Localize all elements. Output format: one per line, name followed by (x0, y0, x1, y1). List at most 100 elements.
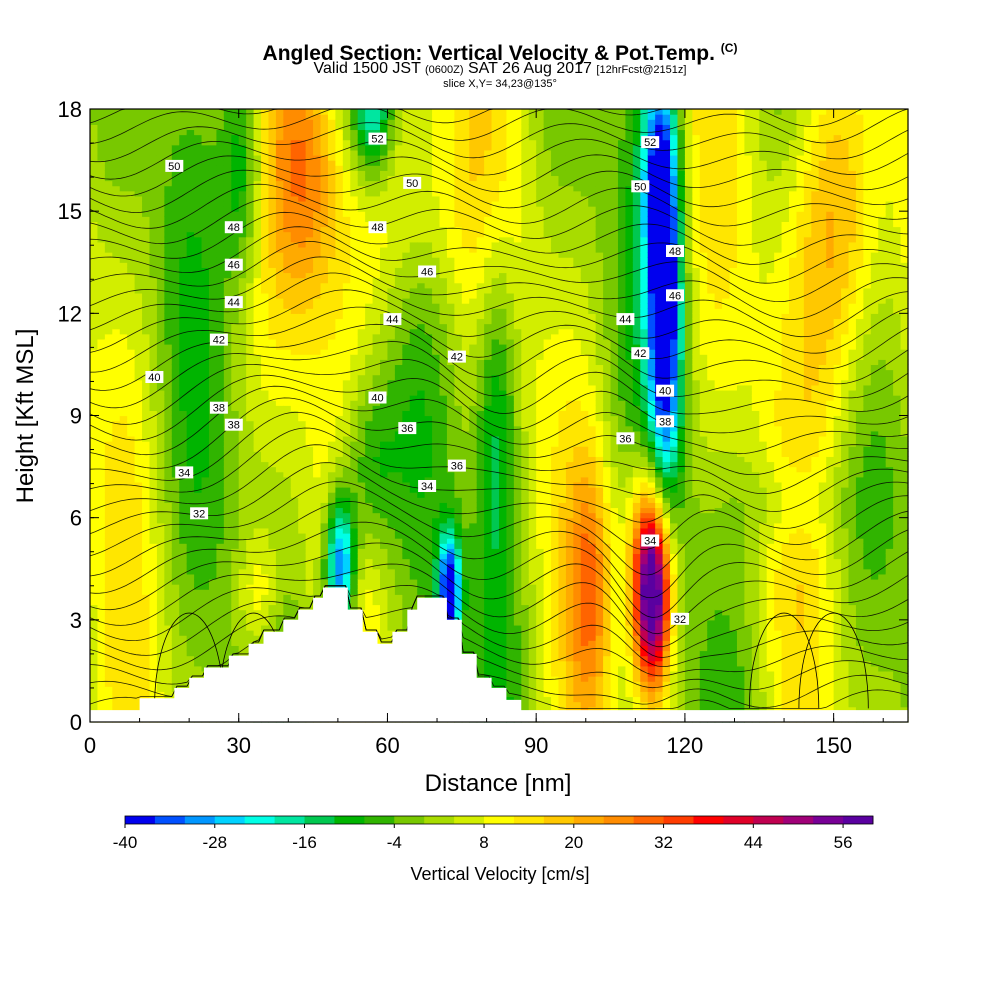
velocity-cell (186, 359, 195, 366)
velocity-cell (283, 374, 292, 381)
velocity-cell (179, 190, 188, 197)
velocity-cell (327, 425, 336, 432)
velocity-cell (394, 578, 403, 585)
velocity-cell (194, 252, 203, 258)
velocity-cell (164, 584, 173, 590)
velocity-cell (97, 165, 106, 171)
velocity-cell (380, 497, 389, 503)
velocity-cell (164, 359, 173, 366)
velocity-cell (298, 109, 307, 115)
velocity-cell (246, 313, 255, 320)
velocity-cell (305, 435, 314, 442)
velocity-cell (142, 303, 151, 309)
velocity-cell (246, 543, 255, 549)
velocity-cell (164, 686, 173, 692)
velocity-cell (327, 292, 336, 299)
velocity-cell (201, 640, 210, 646)
velocity-cell (156, 471, 165, 478)
velocity-cell (261, 395, 270, 401)
velocity-cell (357, 338, 366, 345)
velocity-cell (305, 308, 314, 314)
velocity-cell (186, 578, 195, 585)
velocity-cell (238, 200, 247, 207)
velocity-cell (350, 267, 359, 274)
velocity-cell (119, 635, 128, 641)
velocity-cell (164, 272, 173, 279)
velocity-cell (387, 400, 396, 406)
velocity-cell (253, 466, 262, 473)
velocity-cell (290, 221, 299, 228)
velocity-cell (164, 650, 173, 657)
velocity-cell (90, 681, 99, 687)
velocity-cell (194, 502, 203, 509)
velocity-cell (186, 262, 195, 268)
velocity-cell (90, 231, 99, 238)
velocity-cell (372, 206, 381, 212)
velocity-cell (142, 481, 151, 488)
velocity-cell (357, 216, 366, 222)
velocity-cell (223, 594, 232, 600)
velocity-cell (238, 343, 247, 350)
velocity-cell (164, 676, 173, 682)
velocity-cell (268, 343, 277, 350)
velocity-cell (97, 492, 106, 498)
velocity-cell (335, 420, 344, 427)
velocity-cell (201, 502, 210, 509)
velocity-cell (380, 379, 389, 386)
velocity-cell (171, 114, 180, 120)
velocity-cell (149, 471, 158, 478)
velocity-cell (104, 471, 113, 478)
velocity-cell (394, 517, 403, 524)
velocity-cell (194, 200, 203, 207)
velocity-cell (268, 395, 277, 401)
velocity-cell (90, 660, 99, 667)
velocity-cell (327, 170, 336, 177)
velocity-cell (164, 221, 173, 228)
velocity-cell (261, 487, 270, 493)
velocity-cell (104, 124, 113, 131)
velocity-cell (320, 287, 329, 294)
velocity-cell (246, 538, 255, 544)
velocity-cell (179, 226, 188, 233)
velocity-cell (194, 604, 203, 611)
velocity-cell (350, 333, 359, 340)
velocity-cell (238, 374, 247, 381)
velocity-cell (246, 252, 255, 258)
velocity-cell (186, 660, 195, 667)
velocity-cell (246, 109, 255, 115)
velocity-cell (320, 507, 329, 514)
velocity-cell (142, 609, 151, 616)
velocity-cell (156, 119, 165, 125)
velocity-cell (104, 298, 113, 304)
velocity-cell (119, 686, 128, 692)
velocity-cell (149, 236, 158, 243)
velocity-cell (290, 466, 299, 473)
velocity-cell (97, 149, 106, 156)
velocity-cell (253, 221, 262, 228)
velocity-cell (119, 241, 128, 248)
velocity-cell (156, 594, 165, 600)
velocity-cell (305, 354, 314, 360)
velocity-cell (90, 410, 99, 417)
velocity-cell (142, 584, 151, 590)
velocity-cell (223, 292, 232, 299)
velocity-cell (134, 635, 143, 641)
velocity-cell (372, 231, 381, 238)
velocity-cell (387, 456, 396, 463)
velocity-cell (380, 425, 389, 432)
velocity-cell (313, 563, 322, 570)
velocity-cell (97, 343, 106, 350)
velocity-cell (112, 461, 121, 468)
velocity-cell (305, 410, 314, 417)
velocity-cell (179, 170, 188, 177)
velocity-cell (275, 405, 284, 411)
velocity-cell (142, 231, 151, 238)
velocity-cell (342, 359, 351, 366)
velocity-cell (186, 343, 195, 350)
velocity-cell (246, 236, 255, 243)
velocity-cell (298, 558, 307, 565)
velocity-cell (156, 165, 165, 171)
velocity-cell (194, 476, 203, 483)
velocity-cell (253, 211, 262, 217)
velocity-cell (335, 252, 344, 258)
